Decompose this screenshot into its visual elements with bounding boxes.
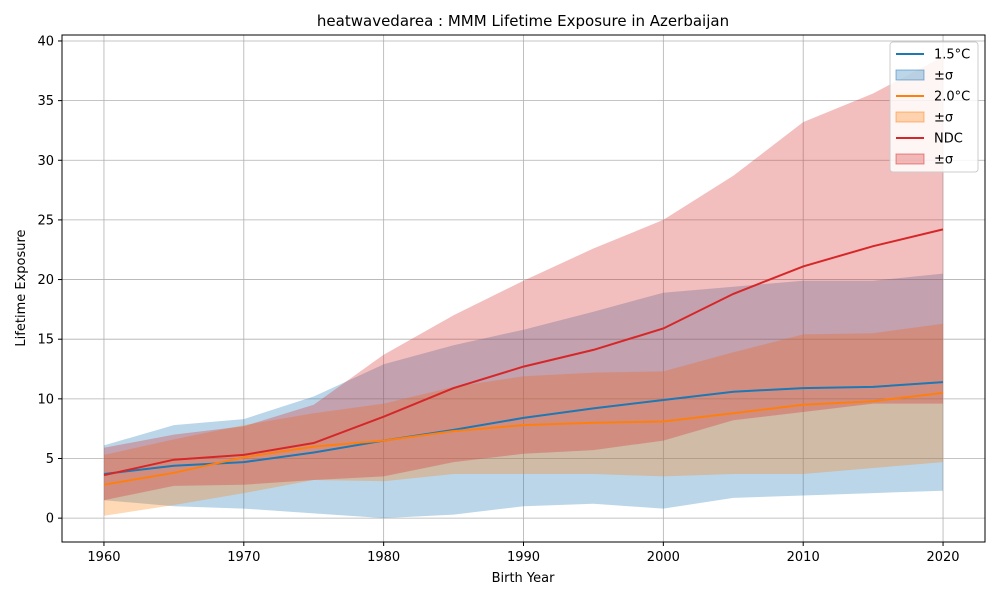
line-1.5°C xyxy=(103,381,944,475)
y-tick-label: 0 xyxy=(46,512,54,527)
x-tick-label: 1980 xyxy=(367,550,400,565)
uncertainty-bands xyxy=(104,56,943,519)
legend-band-label: ±σ xyxy=(934,111,953,126)
y-axis: 0 5 10 15 20 25 30 35 40 xyxy=(37,34,62,527)
x-tick-label: 2010 xyxy=(787,550,820,565)
legend-band-label: ±σ xyxy=(934,153,953,168)
x-axis-title: Birth Year xyxy=(492,571,556,586)
line-2.0°C xyxy=(103,391,944,486)
legend-label: NDC xyxy=(934,132,963,147)
grid-lines xyxy=(62,35,985,542)
legend: 1.5°C ±σ 2.0°C ±σ NDC ±σ xyxy=(889,41,979,173)
x-tick-label: 1990 xyxy=(507,550,540,565)
band-1.5°C xyxy=(104,273,943,519)
y-tick-label: 35 xyxy=(37,94,54,109)
series-lines xyxy=(103,228,944,486)
x-tick-label: 2020 xyxy=(926,550,959,565)
y-tick-label: 40 xyxy=(37,34,54,49)
y-tick-label: 30 xyxy=(37,154,54,169)
x-axis: 1960 1970 1980 1990 2000 2010 2020 xyxy=(87,542,960,565)
legend-label: 1.5°C xyxy=(934,48,970,63)
y-tick-label: 10 xyxy=(37,392,54,407)
legend-band-swatch xyxy=(895,153,925,165)
y-tick-label: 25 xyxy=(37,213,54,228)
y-tick-label: 15 xyxy=(37,333,54,348)
y-axis-title: Lifetime Exposure xyxy=(14,229,29,346)
x-tick-label: 1960 xyxy=(87,550,120,565)
legend-box xyxy=(889,41,979,173)
y-tick-label: 20 xyxy=(37,273,54,288)
x-tick-label: 1970 xyxy=(227,550,260,565)
legend-band-swatch xyxy=(895,111,925,123)
y-tick-label: 5 xyxy=(46,452,54,467)
x-tick-label: 2000 xyxy=(647,550,680,565)
band-NDC xyxy=(104,56,943,501)
legend-label: 2.0°C xyxy=(934,90,970,105)
legend-band-swatch xyxy=(895,69,925,81)
legend-band-label: ±σ xyxy=(934,69,953,84)
chart-title: heatwavedarea : MMM Lifetime Exposure in… xyxy=(317,12,729,30)
line-NDC xyxy=(103,228,944,477)
band-2.0°C xyxy=(104,323,943,516)
